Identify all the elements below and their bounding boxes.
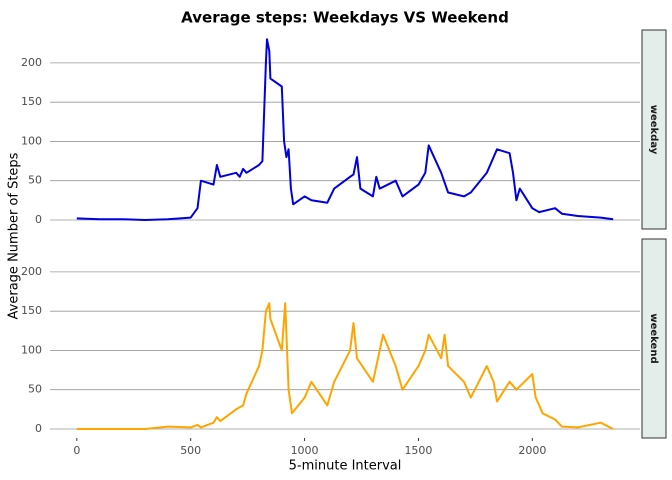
facet-strip	[641, 29, 667, 230]
y-tick-label: 50	[28, 174, 42, 187]
facet-label: weekday	[648, 105, 659, 155]
y-tick-label: 150	[21, 95, 42, 108]
line-series	[76, 38, 614, 221]
y-tick-label: 50	[28, 383, 42, 396]
x-tick-label: 1000	[291, 444, 319, 457]
x-tick-label: 2000	[518, 444, 546, 457]
x-tick-label: 1500	[404, 444, 432, 457]
line-series	[76, 302, 614, 430]
facet-label: weekend	[648, 313, 659, 363]
chart-title: Average steps: Weekdays VS Weekend	[181, 9, 509, 27]
y-tick-label: 0	[35, 422, 42, 435]
y-axis-title: Average Number of Steps	[7, 152, 22, 319]
x-tick-label: 0	[73, 444, 80, 457]
facet-strip	[641, 238, 667, 439]
y-tick-label: 0	[35, 213, 42, 226]
y-tick-label: 100	[21, 134, 42, 147]
y-tick-label: 200	[21, 265, 42, 278]
x-axis-title: 5-minute Interval	[289, 459, 402, 474]
y-tick-label: 100	[21, 343, 42, 356]
y-tick-label: 150	[21, 304, 42, 317]
x-tick-label: 500	[180, 444, 201, 457]
y-tick-label: 200	[21, 56, 42, 69]
